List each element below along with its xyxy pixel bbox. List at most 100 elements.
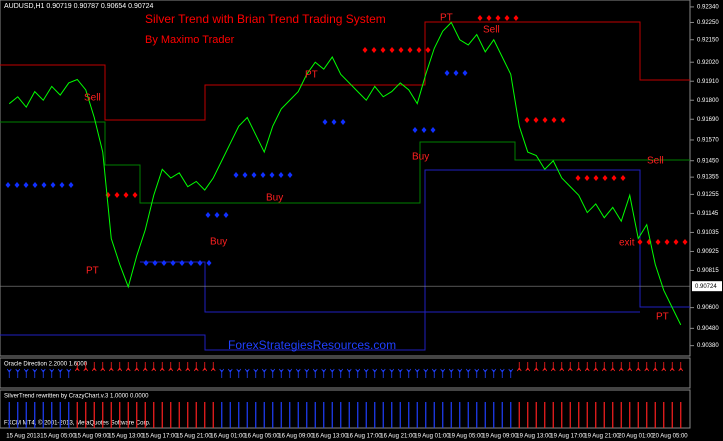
y-tick-label: 0.92250 [697, 20, 719, 26]
direction-arrow [168, 362, 174, 372]
direction-arrow [508, 368, 514, 378]
direction-arrow [210, 362, 216, 372]
x-tick-label: 19 Aug 09:00 [482, 434, 518, 440]
direction-arrow [338, 368, 344, 378]
signal-dot [143, 260, 149, 266]
y-tick-label: 0.90600 [697, 305, 719, 311]
signal-dot [170, 260, 176, 266]
direction-arrow [635, 362, 641, 372]
direction-arrow [661, 362, 667, 372]
direction-arrow [227, 368, 233, 378]
signal-dot [637, 239, 643, 245]
direction-arrow [244, 368, 250, 378]
x-tick-label: 15 Aug 09:00 [74, 434, 110, 440]
direction-arrow [185, 362, 191, 372]
signal-dot [560, 117, 566, 123]
y-tick-label: 0.91035 [697, 230, 719, 236]
signal-dot [453, 70, 459, 76]
direction-arrow [253, 368, 259, 378]
direction-arrow [482, 368, 488, 378]
direction-arrow [40, 368, 46, 378]
signal-dot [430, 127, 436, 133]
direction-arrow [542, 362, 548, 372]
signal-dot [575, 175, 581, 181]
price-line [8, 21, 682, 326]
x-tick-label: 16 Aug 01:00 [210, 434, 246, 440]
channel-line [140, 169, 690, 313]
direction-arrow [465, 368, 471, 378]
direction-arrow [491, 368, 497, 378]
x-tick-label: 20 Aug 05:00 [652, 434, 688, 440]
direction-arrow [321, 368, 327, 378]
direction-arrow [406, 368, 412, 378]
direction-arrow [176, 362, 182, 372]
direction-arrow [567, 362, 573, 372]
annotation: PT [305, 70, 318, 81]
direction-arrow [91, 362, 97, 372]
direction-arrow [584, 362, 590, 372]
direction-arrow [270, 368, 276, 378]
signal-dot [59, 182, 65, 188]
direction-arrow [618, 362, 624, 372]
signal-dot [188, 260, 194, 266]
y-tick-label: 0.91910 [697, 79, 719, 85]
x-tick-label: 16 Aug 17:00 [346, 434, 382, 440]
signal-dot [132, 192, 138, 198]
direction-arrow [151, 362, 157, 372]
y-tick-label: 0.91800 [697, 98, 719, 104]
direction-arrow [100, 362, 106, 372]
y-tick-label: 0.92340 [697, 4, 719, 10]
y-tick-label: 0.90815 [697, 268, 719, 274]
direction-arrow [533, 362, 539, 372]
y-tick-label: 0.91450 [697, 158, 719, 164]
x-tick-label: 16 Aug 09:00 [278, 434, 314, 440]
x-tick-label: 16 Aug 21:00 [380, 434, 416, 440]
direction-arrow [525, 362, 531, 372]
direction-arrow [550, 362, 556, 372]
signal-dot [513, 15, 519, 21]
direction-arrow [329, 368, 335, 378]
x-tick-label: 15 Aug 21:00 [176, 434, 212, 440]
signal-dot [278, 172, 284, 178]
x-tick-label: 19 Aug 17:00 [550, 434, 586, 440]
signal-dot [421, 127, 427, 133]
current-price-label: 0.90724 [695, 284, 717, 290]
signal-dot [682, 239, 688, 245]
header: AUDUSD,H1 0.90719 0.90787 0.90654 0.9072… [4, 3, 154, 10]
direction-arrow [193, 362, 199, 372]
direction-arrow [66, 368, 72, 378]
direction-arrow [601, 362, 607, 372]
x-tick-label: 16 Aug 13:00 [312, 434, 348, 440]
direction-arrow [6, 368, 12, 378]
annotation: PT [86, 266, 99, 277]
x-tick-label: 15 Aug 17:00 [142, 434, 178, 440]
y-tick-label: 0.92020 [697, 60, 719, 66]
direction-arrow [236, 368, 242, 378]
signal-dot [655, 239, 661, 245]
direction-arrow [219, 368, 225, 378]
signal-dot [664, 239, 670, 245]
signal-dot [477, 15, 483, 21]
signal-dot [462, 70, 468, 76]
direction-arrow [669, 362, 675, 372]
direction-arrow [414, 368, 420, 378]
x-tick-label: 15 Aug 2013 [6, 434, 40, 440]
annotation: Sell [483, 25, 500, 36]
signal-dot [620, 175, 626, 181]
x-tick-label: 19 Aug 21:00 [584, 434, 620, 440]
y-tick-label: 0.91690 [697, 117, 719, 123]
signal-dot [593, 175, 599, 181]
direction-arrow [372, 368, 378, 378]
annotation: Buy [210, 237, 227, 248]
direction-arrow [363, 368, 369, 378]
annotation: Buy [412, 152, 429, 163]
direction-arrow [202, 362, 208, 372]
annotation: exit [619, 238, 635, 249]
signal-dot [371, 47, 377, 53]
signal-dot [214, 212, 220, 218]
signal-dot [389, 47, 395, 53]
signal-dot [152, 260, 158, 266]
y-tick-label: 0.90925 [697, 249, 719, 255]
signal-dot [380, 47, 386, 53]
